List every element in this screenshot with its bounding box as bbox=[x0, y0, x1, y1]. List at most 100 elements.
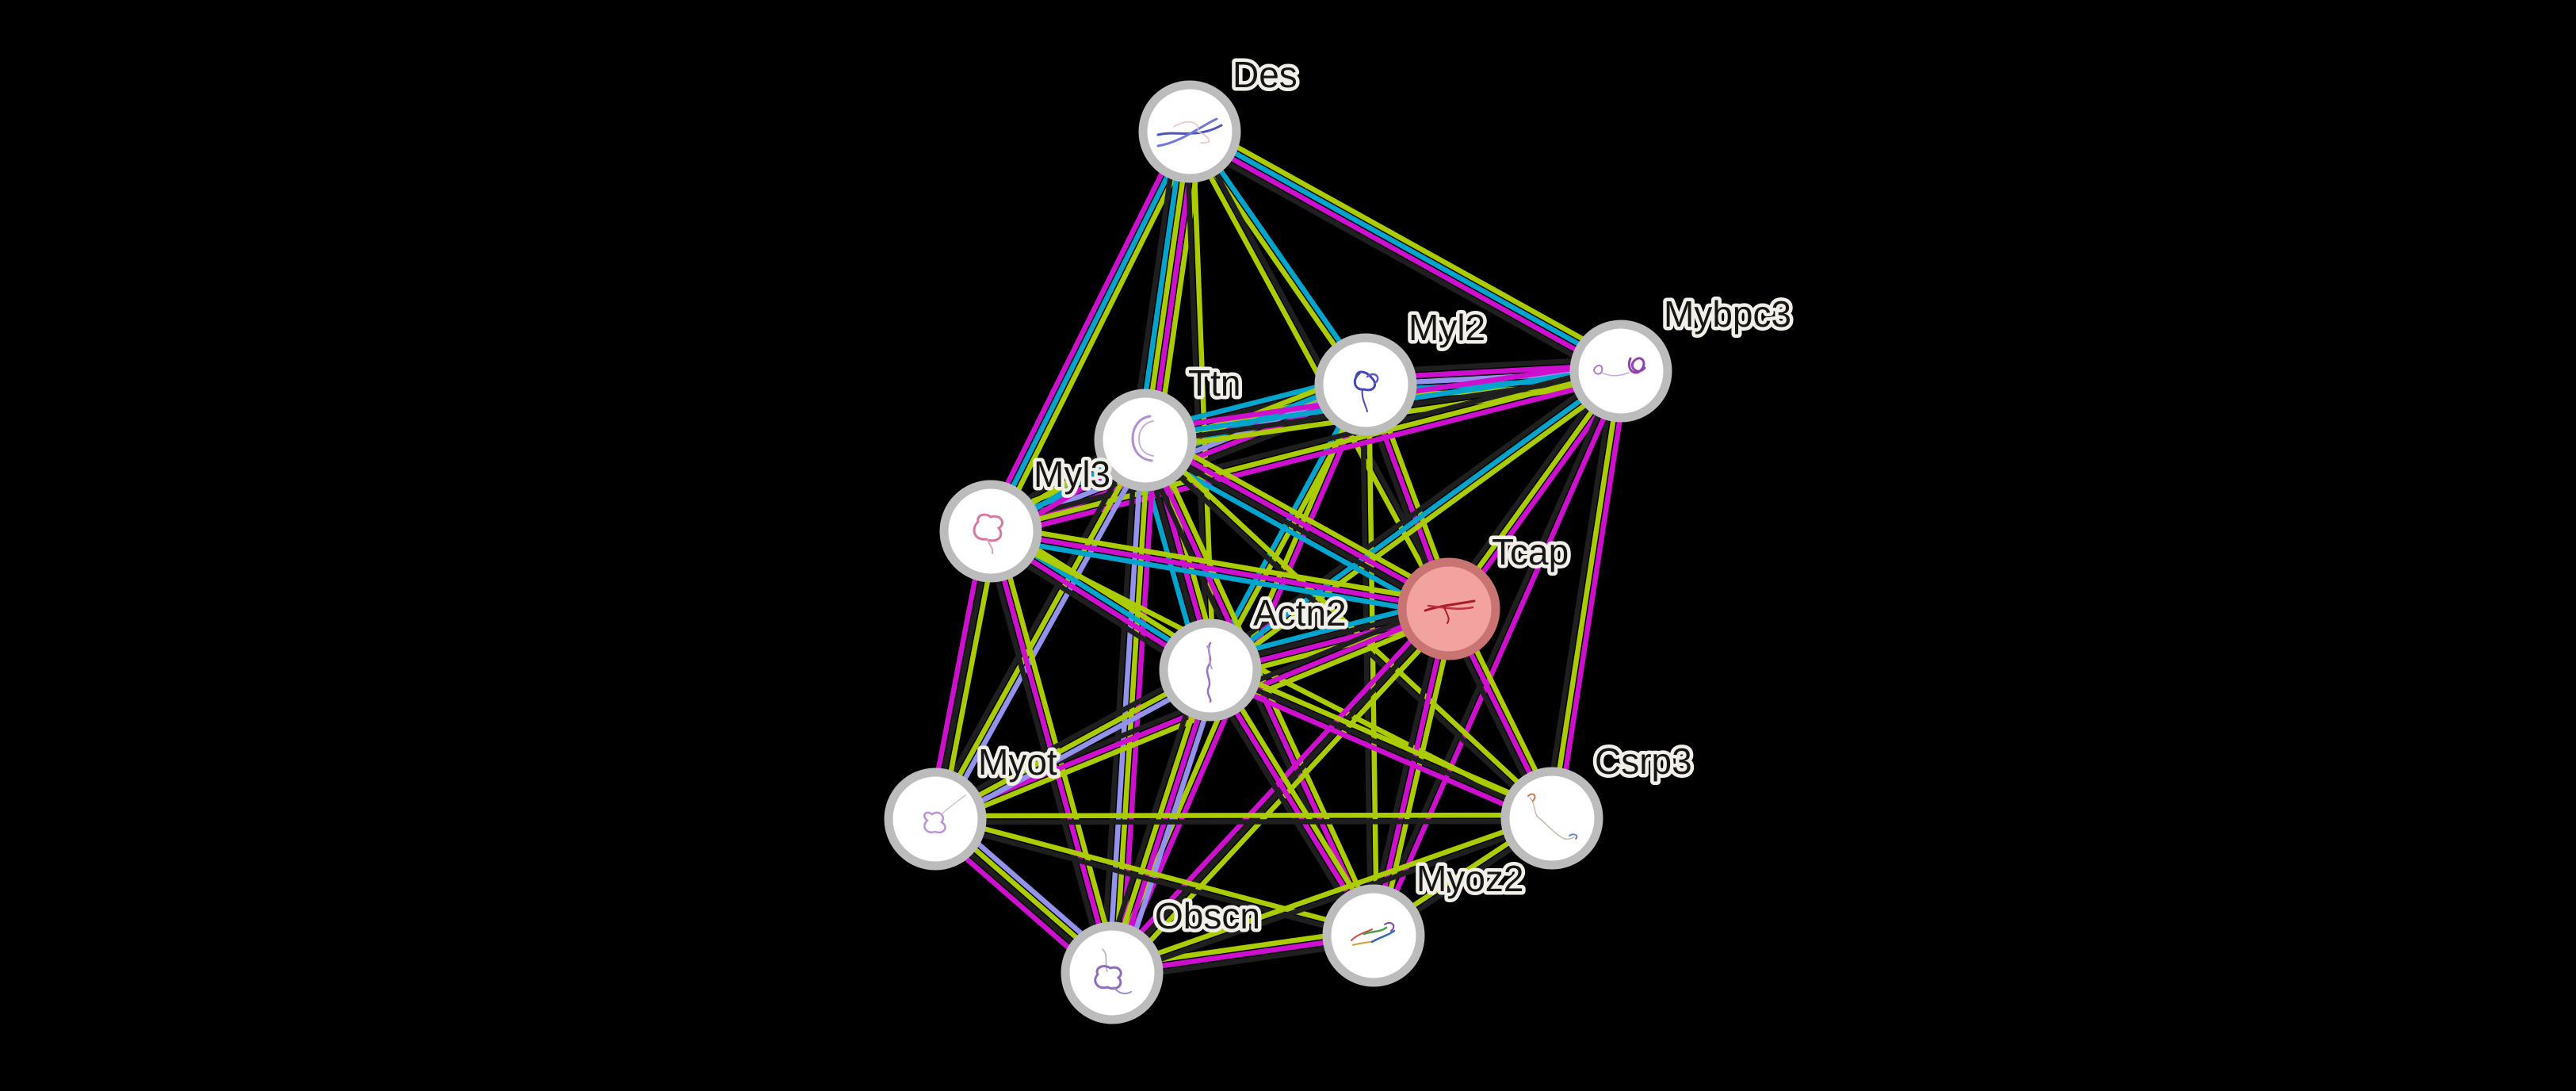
edge-Ttn-Myot bbox=[927, 435, 1153, 824]
node-label-Des: Des bbox=[1233, 54, 1298, 95]
node-Myl3[interactable] bbox=[939, 480, 1042, 583]
edge-line-cyan bbox=[1190, 128, 1370, 385]
edge-line-black bbox=[1183, 137, 1618, 382]
edge-line-green bbox=[934, 812, 1552, 819]
protein-structure-thumbnail bbox=[1094, 965, 1122, 990]
edge-line-black bbox=[1368, 369, 1621, 936]
node-label-Csrp3: Csrp3 bbox=[1595, 741, 1692, 782]
edge-line-magenta bbox=[982, 127, 1187, 530]
edge-line-lavender bbox=[937, 673, 1215, 827]
node-label-Myot: Myot bbox=[978, 741, 1057, 783]
protein-structure-thumbnail bbox=[1131, 415, 1153, 462]
node-circle-Csrp3[interactable] bbox=[1500, 767, 1603, 870]
edge-line-black bbox=[1100, 666, 1204, 971]
edge-line-green bbox=[1148, 429, 1455, 603]
node-label-Myoz2: Myoz2 bbox=[1416, 858, 1523, 899]
edge-line-magenta bbox=[1555, 371, 1630, 820]
node-Ttn[interactable] bbox=[1094, 389, 1197, 492]
edge-line-green bbox=[1213, 665, 1382, 934]
protein-structure-thumbnail bbox=[1384, 921, 1395, 932]
protein-structure-thumbnail bbox=[1529, 797, 1575, 840]
edge-Mybpc3-Actn2 bbox=[1205, 363, 1626, 678]
node-label-Ttn: Ttn bbox=[1188, 362, 1240, 404]
edge-line-lavender bbox=[938, 442, 1153, 824]
edge-line-black bbox=[1099, 439, 1139, 973]
edge-Myot-Myoz2 bbox=[934, 813, 1375, 942]
edge-Mybpc3-Myoz2 bbox=[1368, 369, 1626, 938]
edge-line-magenta bbox=[990, 528, 1450, 612]
edge-line-cyan bbox=[1209, 369, 1622, 672]
node-circle-Myot[interactable] bbox=[884, 768, 987, 871]
edge-line-green bbox=[1193, 121, 1627, 366]
node-circle-Obscn[interactable] bbox=[1061, 921, 1164, 1024]
node-Myl2[interactable] bbox=[1314, 333, 1417, 436]
edge-line-green bbox=[1142, 131, 1193, 441]
edge-line-black bbox=[934, 819, 1374, 942]
node-circle-Ttn[interactable] bbox=[1094, 389, 1197, 492]
edge-line-green bbox=[994, 133, 1198, 536]
protein-structure-thumbnail bbox=[1366, 373, 1379, 385]
node-Des[interactable] bbox=[1138, 80, 1241, 183]
edge-line-cyan bbox=[989, 534, 1449, 618]
edge-line-black bbox=[927, 435, 1142, 817]
node-circle-Mybpc3[interactable] bbox=[1569, 320, 1672, 423]
label-layer: Des Ttn Myl2 Mybpc3 Myl3 Tcap Actn2 Myot Csrp3 My… bbox=[975, 51, 1795, 940]
protein-structure-thumbnail bbox=[1102, 948, 1108, 972]
edge-line-black bbox=[1110, 607, 1451, 975]
protein-structure-thumbnail bbox=[987, 538, 994, 554]
protein-structure-thumbnail bbox=[1628, 357, 1646, 374]
edge-line-magenta bbox=[1187, 132, 1621, 377]
edge-Myot-Csrp3 bbox=[934, 812, 1553, 825]
node-label-Myl2: Myl2 bbox=[1408, 307, 1485, 348]
edge-Myl3-Tcap bbox=[989, 522, 1450, 618]
node-Obscn[interactable] bbox=[1061, 921, 1164, 1024]
node-Myot[interactable] bbox=[884, 768, 987, 871]
edge-line-black bbox=[1112, 818, 1554, 978]
edge-line-black bbox=[1542, 369, 1618, 818]
protein-structure-thumbnail bbox=[1370, 929, 1396, 944]
edge-line-green bbox=[1110, 813, 1552, 973]
protein-structure-thumbnail bbox=[1351, 928, 1373, 941]
node-circle-Myl3[interactable] bbox=[939, 480, 1042, 583]
node-label-Mybpc3: Mybpc3 bbox=[1664, 293, 1791, 335]
edge-line-green bbox=[1377, 610, 1458, 938]
protein-structure-thumbnail bbox=[1424, 599, 1476, 612]
node-circle-Myoz2[interactable] bbox=[1322, 884, 1425, 987]
node-Mybpc3[interactable] bbox=[1569, 320, 1672, 423]
node-Tcap[interactable] bbox=[1397, 557, 1500, 660]
edge-line-green bbox=[1366, 384, 1380, 936]
protein-structure-thumbnail bbox=[1361, 389, 1368, 412]
protein-structure-thumbnail bbox=[1206, 645, 1213, 669]
node-circle-Myl2[interactable] bbox=[1314, 333, 1417, 436]
node-Csrp3[interactable] bbox=[1500, 767, 1603, 870]
edge-line-green bbox=[933, 438, 1148, 821]
protein-structure-thumbnail bbox=[1156, 124, 1223, 136]
protein-structure-thumbnail bbox=[973, 513, 1003, 542]
edge-line-green bbox=[1212, 373, 1626, 678]
edge-Obscn-Csrp3 bbox=[1110, 813, 1554, 978]
edge-line-black bbox=[935, 818, 1553, 825]
edge-Myl2-Myoz2 bbox=[1359, 384, 1380, 936]
protein-structure-thumbnail bbox=[1156, 117, 1218, 147]
protein-structure-thumbnail bbox=[941, 794, 966, 815]
edge-line-green bbox=[1549, 370, 1624, 819]
node-circle-Actn2[interactable] bbox=[1159, 618, 1262, 722]
node-circle-Des[interactable] bbox=[1138, 80, 1241, 183]
edge-line-cyan bbox=[1136, 130, 1187, 440]
protein-structure-thumbnail bbox=[1353, 370, 1377, 392]
node-Myoz2[interactable] bbox=[1322, 884, 1425, 987]
protein-structure-thumbnail bbox=[1601, 372, 1630, 377]
protein-structure-thumbnail bbox=[1113, 986, 1132, 994]
edge-line-black bbox=[1142, 440, 1449, 614]
protein-structure-thumbnail bbox=[1363, 926, 1388, 936]
edge-line-green bbox=[990, 368, 1622, 534]
protein-structure-thumbnail bbox=[923, 811, 946, 834]
edge-line-magenta bbox=[1145, 434, 1452, 609]
edge-line-black bbox=[1205, 363, 1619, 668]
protein-structure-thumbnail bbox=[1593, 365, 1603, 375]
node-Actn2[interactable] bbox=[1159, 618, 1262, 722]
node-label-Obscn: Obscn bbox=[1155, 895, 1260, 936]
node-layer bbox=[884, 80, 1672, 1024]
